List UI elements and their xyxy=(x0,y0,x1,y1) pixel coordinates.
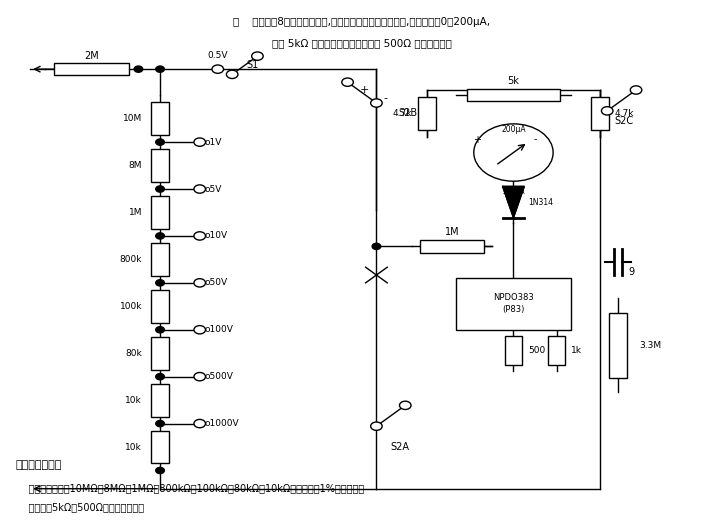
Text: 1k: 1k xyxy=(571,346,582,355)
Circle shape xyxy=(156,326,164,333)
Circle shape xyxy=(371,422,382,430)
Text: 0.5V: 0.5V xyxy=(208,51,228,60)
Text: 部分元件规格：: 部分元件规格： xyxy=(16,460,62,470)
Text: -: - xyxy=(384,93,387,103)
Text: 200μA: 200μA xyxy=(501,125,526,134)
Circle shape xyxy=(194,232,206,240)
Text: 800k: 800k xyxy=(119,255,142,264)
Bar xyxy=(467,89,560,102)
Text: +: + xyxy=(360,85,369,95)
Circle shape xyxy=(372,243,381,249)
Text: 5k: 5k xyxy=(508,76,519,86)
Polygon shape xyxy=(502,187,524,217)
Text: S2A: S2A xyxy=(391,442,410,452)
Bar xyxy=(151,102,169,135)
Bar xyxy=(610,312,627,378)
Circle shape xyxy=(194,325,206,334)
Circle shape xyxy=(194,138,206,146)
Circle shape xyxy=(194,419,206,428)
Text: o1000V: o1000V xyxy=(205,419,240,428)
Text: 500: 500 xyxy=(528,346,545,355)
Bar xyxy=(151,196,169,229)
Circle shape xyxy=(134,66,143,72)
Text: 8M: 8M xyxy=(129,161,142,170)
Bar xyxy=(592,97,609,130)
Circle shape xyxy=(342,78,353,86)
Bar xyxy=(151,384,169,417)
Text: S2B: S2B xyxy=(398,108,417,118)
Text: o5V: o5V xyxy=(205,184,222,193)
Bar xyxy=(548,336,565,365)
Text: 100k: 100k xyxy=(119,302,142,311)
Text: 10k: 10k xyxy=(125,396,142,405)
Circle shape xyxy=(602,107,613,115)
Text: +: + xyxy=(473,135,481,145)
Circle shape xyxy=(473,124,553,181)
Bar xyxy=(421,240,484,253)
Text: o500V: o500V xyxy=(205,372,234,381)
Circle shape xyxy=(194,373,206,381)
Text: 通过 5kΩ 电位器调节灵敏度，通过 500Ω 电位器调零。: 通过 5kΩ 电位器调节灵敏度，通过 500Ω 电位器调零。 xyxy=(272,38,452,48)
Circle shape xyxy=(156,139,164,145)
Text: 2M: 2M xyxy=(84,51,99,61)
Circle shape xyxy=(156,233,164,239)
Text: S2C: S2C xyxy=(615,116,634,126)
Text: 1N314: 1N314 xyxy=(528,198,553,206)
Text: o100V: o100V xyxy=(205,325,234,334)
Circle shape xyxy=(194,279,206,287)
Circle shape xyxy=(156,374,164,380)
Text: o50V: o50V xyxy=(205,278,228,287)
Bar xyxy=(151,431,169,463)
Text: 80k: 80k xyxy=(125,348,142,358)
Text: 10M: 10M xyxy=(123,114,142,123)
Circle shape xyxy=(227,70,238,79)
Bar xyxy=(505,336,522,365)
Text: o1V: o1V xyxy=(205,138,222,147)
Text: 输入分压电阻：10MΩ、8MΩ、1MΩ、800kΩ、100kΩ、80kΩ、10kΩ均为精度为1%的精密电阻: 输入分压电阻：10MΩ、8MΩ、1MΩ、800kΩ、100kΩ、80kΩ、10k… xyxy=(16,484,364,494)
Bar xyxy=(418,97,436,130)
Text: NPDO383: NPDO383 xyxy=(493,293,534,302)
Text: 4.7k: 4.7k xyxy=(615,109,634,118)
Circle shape xyxy=(400,401,411,409)
Text: 9: 9 xyxy=(629,267,635,277)
Bar xyxy=(456,278,571,330)
Bar xyxy=(151,290,169,323)
Circle shape xyxy=(371,99,382,107)
Bar xyxy=(151,243,169,276)
Circle shape xyxy=(156,280,164,286)
Text: -: - xyxy=(534,135,536,145)
Circle shape xyxy=(156,467,164,474)
Text: 图    示出具有8个量程的电压表,给差动式场效应晶体管输出,表头量程为0～200μA,: 图 示出具有8个量程的电压表,给差动式场效应晶体管输出,表头量程为0～200μA… xyxy=(233,17,491,27)
Text: 3.3M: 3.3M xyxy=(640,341,662,350)
Text: o10V: o10V xyxy=(205,232,228,241)
Text: 1M: 1M xyxy=(129,208,142,217)
Text: 1M: 1M xyxy=(445,227,460,237)
Circle shape xyxy=(212,65,224,73)
Circle shape xyxy=(156,186,164,192)
Text: 10k: 10k xyxy=(125,443,142,452)
Text: 200μA: 200μA xyxy=(502,189,525,195)
Text: (P83): (P83) xyxy=(502,305,525,314)
Circle shape xyxy=(252,52,264,60)
Bar xyxy=(54,63,129,75)
Bar xyxy=(151,337,169,369)
Circle shape xyxy=(156,420,164,427)
Text: 4.7k: 4.7k xyxy=(393,109,413,118)
Bar xyxy=(151,149,169,182)
Circle shape xyxy=(631,86,642,94)
Text: 电位器：5kΩ、500Ω均为线绕电位器: 电位器：5kΩ、500Ω均为线绕电位器 xyxy=(16,502,144,512)
Circle shape xyxy=(194,185,206,193)
Circle shape xyxy=(156,66,164,72)
Text: S1: S1 xyxy=(247,60,259,70)
